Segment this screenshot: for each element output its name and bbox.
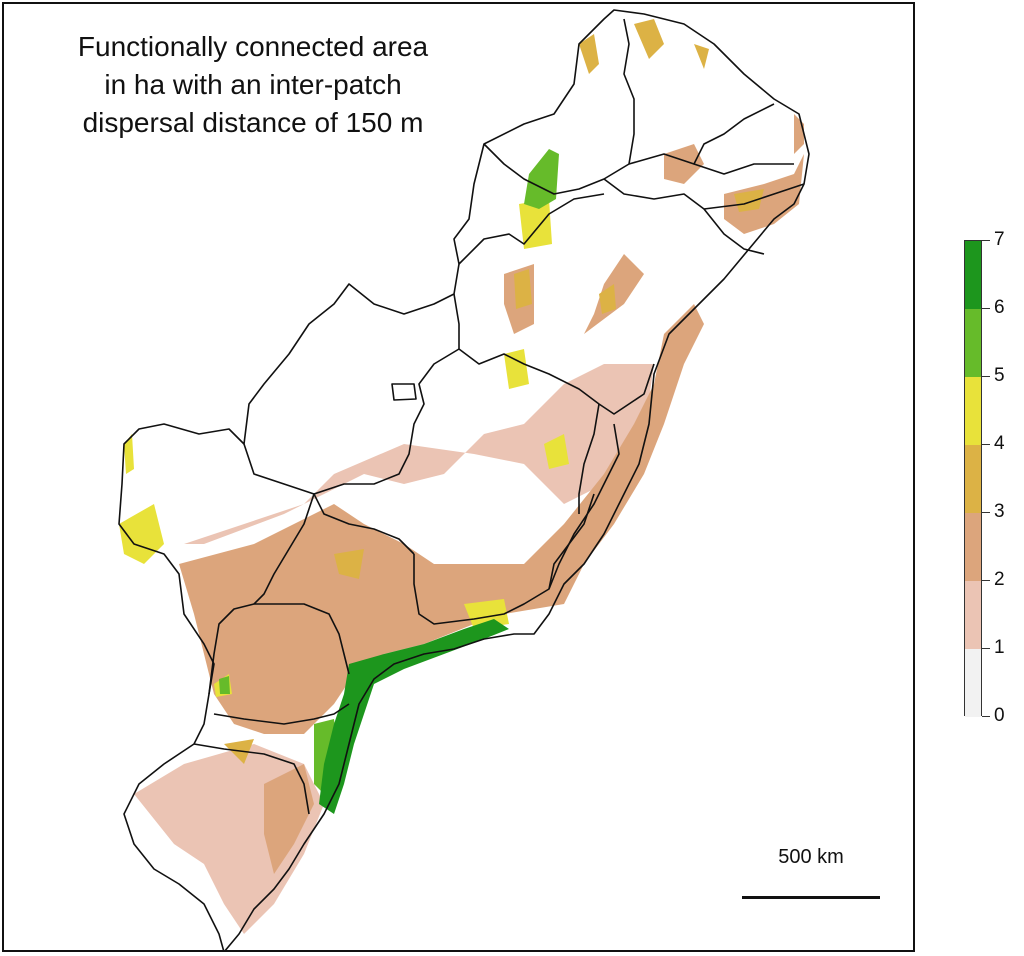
legend-swatch [965, 377, 981, 445]
legend-tick-label: 2 [994, 569, 1005, 590]
legend-tick [982, 580, 990, 581]
legend-tick-label: 5 [994, 365, 1005, 386]
legend-tick-label: 3 [994, 501, 1005, 522]
title-line-2: in ha with an inter-patch [104, 69, 402, 100]
legend-tick [982, 648, 990, 649]
title-line-1: Functionally connected area [77, 31, 429, 62]
legend-swatch [965, 581, 981, 649]
legend-tick-label: 0 [994, 705, 1005, 726]
legend-swatch [965, 649, 981, 717]
legend-swatch [965, 513, 981, 581]
area-class-6-7 [319, 619, 509, 814]
state-boundaries [118, 9, 810, 950]
legend-swatch [965, 445, 981, 513]
color-legend: 7 6 5 4 3 2 1 0 [962, 229, 1024, 726]
title-line-3: dispersal distance of 150 m [82, 107, 424, 138]
legend-swatch [965, 241, 981, 309]
legend-color-bar [964, 240, 982, 717]
legend-swatch [965, 309, 981, 377]
scale-bar-line [742, 896, 880, 899]
scale-bar-label: 500 km [778, 846, 844, 868]
df-boundary [391, 383, 417, 401]
legend-tick-label: 4 [994, 433, 1005, 454]
map-canvas [118, 9, 810, 950]
legend-tick-label: 6 [994, 297, 1005, 318]
legend-tick [982, 444, 990, 445]
legend-tick-label: 7 [994, 229, 1005, 250]
map-frame: Functionally connected area in ha with a… [2, 2, 915, 952]
area-class-4-5 [119, 199, 569, 697]
area-class-3-4 [224, 19, 764, 764]
area-class-2-3 [179, 114, 804, 874]
legend-tick [982, 308, 990, 309]
legend-tick [982, 512, 990, 513]
legend-tick-label: 1 [994, 637, 1005, 658]
legend-tick [982, 376, 990, 377]
map-title: Functionally connected area in ha with a… [18, 28, 488, 142]
outer-boundary [118, 9, 810, 950]
legend-tick [982, 716, 990, 717]
legend-tick [982, 240, 990, 241]
